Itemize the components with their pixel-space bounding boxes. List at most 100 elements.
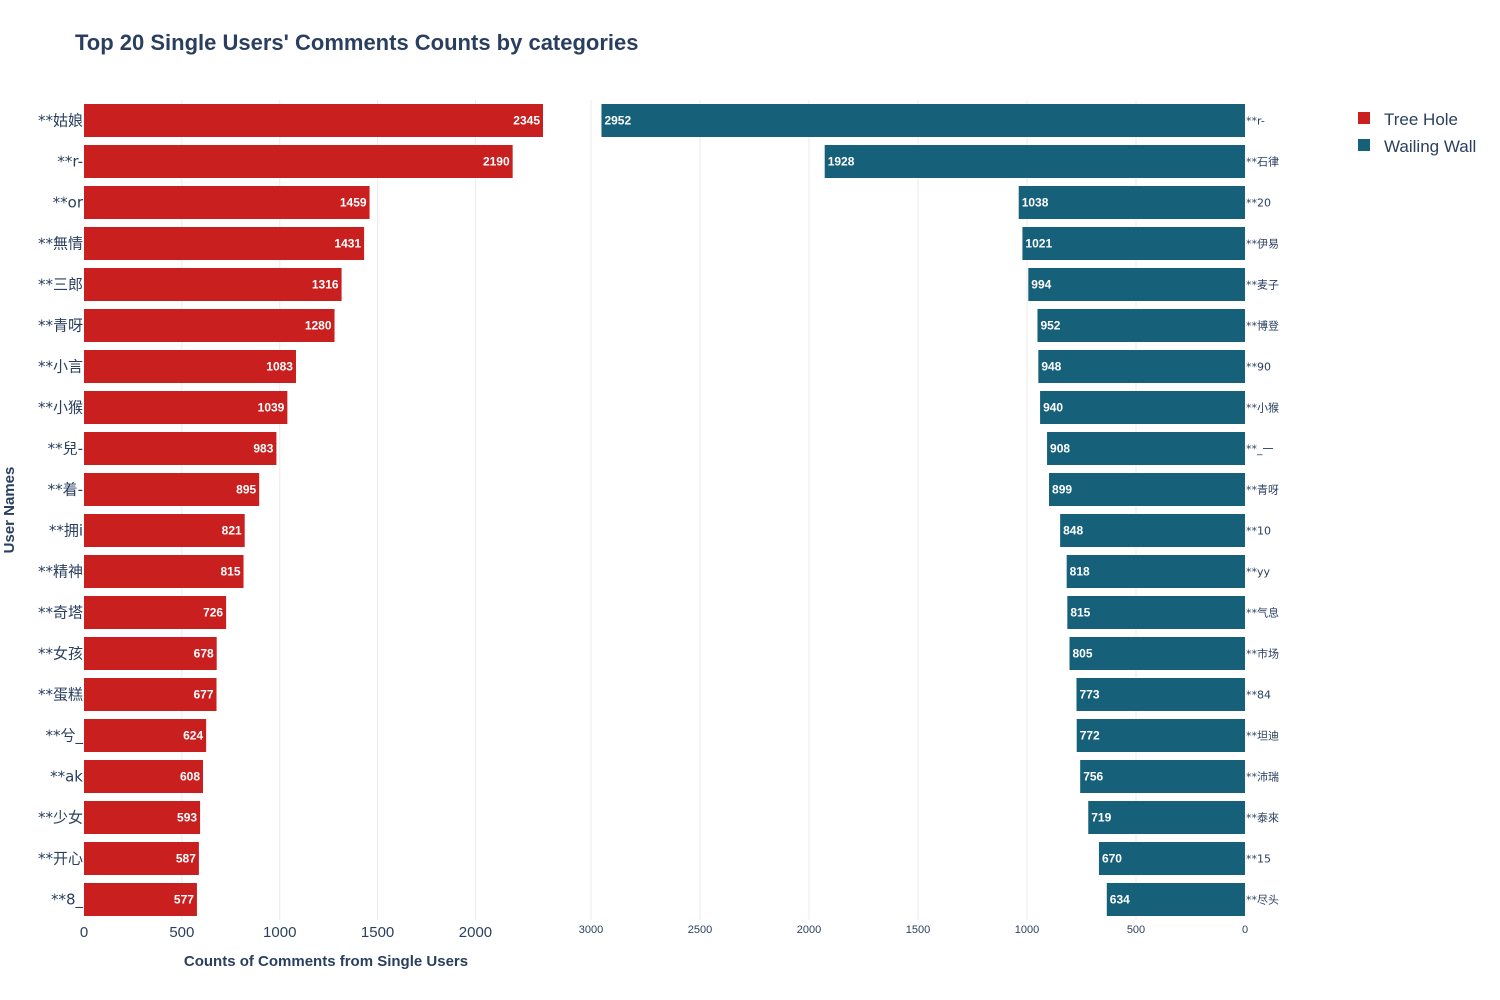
- bar-value-label: 994: [1031, 278, 1051, 292]
- bar-value-label: 818: [1070, 565, 1090, 579]
- legend-swatch-tree-hole: [1358, 112, 1370, 124]
- bar-tree-hole[interactable]: [84, 391, 288, 424]
- y-tick-label-left: **兒-: [48, 440, 83, 458]
- bar-value-label: 773: [1079, 688, 1099, 702]
- bar-tree-hole[interactable]: [84, 637, 217, 670]
- bar-wailing-wall[interactable]: [1088, 801, 1245, 834]
- bar-tree-hole[interactable]: [84, 801, 201, 834]
- left-x-ticks: 0 500 1000 1500 2000: [80, 924, 492, 941]
- y-tick-label-right: **沛瑞: [1246, 770, 1279, 784]
- y-tick-label-left: **小猴: [38, 399, 83, 417]
- bar-value-label: 772: [1080, 729, 1100, 743]
- bar-wailing-wall[interactable]: [824, 145, 1245, 178]
- bar-tree-hole[interactable]: [84, 268, 342, 301]
- bar-value-label: 726: [203, 606, 223, 620]
- bar-tree-hole[interactable]: [84, 432, 277, 465]
- legend: Tree Hole Wailing Wall: [1358, 110, 1476, 156]
- bar-value-label: 821: [222, 524, 242, 538]
- bar-value-label: 983: [253, 442, 273, 456]
- bar-wailing-wall[interactable]: [1069, 637, 1245, 670]
- bar-wailing-wall[interactable]: [1106, 883, 1245, 916]
- bar-wailing-wall[interactable]: [1076, 719, 1245, 752]
- legend-item-wailing-wall[interactable]: Wailing Wall: [1358, 137, 1476, 156]
- bar-tree-hole[interactable]: [84, 719, 207, 752]
- right-x-ticks: 3000 2500 2000 1500 1000 500 0: [579, 924, 1248, 936]
- bar-wailing-wall[interactable]: [1076, 678, 1245, 711]
- bar-value-label: 756: [1083, 770, 1103, 784]
- bar-value-label: 1038: [1022, 196, 1049, 210]
- x-tick-label-left: 1500: [361, 924, 394, 941]
- bar-tree-hole[interactable]: [84, 104, 543, 137]
- bar-value-label: 815: [1070, 606, 1090, 620]
- bar-wailing-wall[interactable]: [1040, 391, 1245, 424]
- bar-value-label: 577: [174, 893, 194, 907]
- bar-tree-hole[interactable]: [84, 309, 335, 342]
- bar-wailing-wall[interactable]: [1022, 227, 1245, 260]
- tree-hole-bars: 2345 **姑娘 2190 **r- 1459 **or 1431 **無情 1316 **三郎…: [38, 104, 543, 916]
- bar-value-label: 1083: [266, 360, 293, 374]
- bar-wailing-wall[interactable]: [1049, 473, 1245, 506]
- bar-wailing-wall[interactable]: [1038, 350, 1245, 383]
- y-tick-label-left: **8_: [51, 891, 84, 910]
- bar-wailing-wall[interactable]: [1018, 186, 1245, 219]
- y-tick-label-right: **尽头: [1246, 894, 1279, 907]
- bar-tree-hole[interactable]: [84, 883, 197, 916]
- y-tick-label-right: **麦子: [1246, 279, 1279, 292]
- y-tick-label-right: **10: [1246, 525, 1271, 538]
- bar-wailing-wall[interactable]: [1066, 555, 1245, 588]
- bar-value-label: 608: [180, 770, 200, 784]
- bar-value-label: 1316: [312, 278, 339, 292]
- bar-tree-hole[interactable]: [84, 186, 370, 219]
- bar-wailing-wall[interactable]: [1067, 596, 1245, 629]
- y-tick-label-left: **無情: [38, 235, 83, 253]
- bar-tree-hole[interactable]: [84, 145, 513, 178]
- y-tick-label-left: **精神: [38, 563, 83, 581]
- bar-value-label: 2345: [513, 114, 540, 128]
- bar-value-label: 1280: [305, 319, 332, 333]
- bar-tree-hole[interactable]: [84, 514, 245, 547]
- bar-tree-hole[interactable]: [84, 227, 365, 260]
- bar-tree-hole[interactable]: [84, 678, 217, 711]
- bar-value-label: 634: [1110, 893, 1130, 907]
- bar-value-label: 593: [177, 811, 197, 825]
- y-tick-label-right: **15: [1246, 853, 1271, 866]
- x-tick-label-left: 0: [80, 924, 88, 941]
- bar-value-label: 908: [1050, 442, 1070, 456]
- y-tick-label-right: **泰來: [1246, 811, 1279, 825]
- bar-wailing-wall[interactable]: [1080, 760, 1245, 793]
- y-tick-label-right: **yy: [1246, 566, 1271, 579]
- bar-value-label: 948: [1041, 360, 1061, 374]
- bar-wailing-wall[interactable]: [1037, 309, 1245, 342]
- bar-value-label: 678: [194, 647, 214, 661]
- bar-wailing-wall[interactable]: [1028, 268, 1245, 301]
- x-axis-title: Counts of Comments from Single Users: [184, 953, 468, 970]
- bar-wailing-wall[interactable]: [1060, 514, 1245, 547]
- y-axis-title: User Names: [1, 467, 18, 554]
- bar-wailing-wall[interactable]: [1098, 842, 1245, 875]
- bar-value-label: 899: [1052, 483, 1072, 497]
- bar-value-label: 2190: [483, 155, 510, 169]
- bar-tree-hole[interactable]: [84, 760, 204, 793]
- y-tick-label-left: **奇塔: [38, 604, 83, 622]
- bar-wailing-wall[interactable]: [601, 104, 1245, 137]
- y-tick-label-left: **青呀: [38, 317, 83, 335]
- bar-tree-hole[interactable]: [84, 350, 296, 383]
- bar-tree-hole[interactable]: [84, 555, 244, 588]
- bar-wailing-wall[interactable]: [1047, 432, 1245, 465]
- bar-tree-hole[interactable]: [84, 473, 260, 506]
- x-tick-label-left: 1000: [263, 924, 296, 941]
- y-tick-label-left: **r-: [57, 153, 83, 171]
- bar-value-label: 1928: [828, 155, 855, 169]
- bar-value-label: 895: [236, 483, 256, 497]
- x-tick-label-left: 2000: [459, 924, 492, 941]
- y-tick-label-left: **少女: [38, 809, 83, 827]
- y-tick-label-left: **姑娘: [38, 112, 83, 130]
- legend-label-tree-hole: Tree Hole: [1384, 110, 1458, 129]
- bar-tree-hole[interactable]: [84, 842, 199, 875]
- y-tick-label-left: **蛋糕: [38, 686, 83, 704]
- bar-value-label: 670: [1102, 852, 1122, 866]
- legend-item-tree-hole[interactable]: Tree Hole: [1358, 110, 1458, 129]
- bar-tree-hole[interactable]: [84, 596, 227, 629]
- y-tick-label-left: **女孩: [38, 645, 83, 663]
